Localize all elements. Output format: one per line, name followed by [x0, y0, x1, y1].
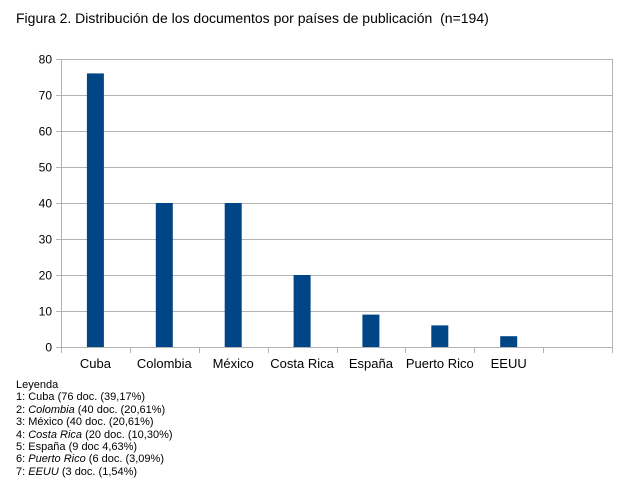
- y-tick-label: 10: [39, 305, 53, 319]
- legend-item-number: 4:: [16, 428, 29, 441]
- y-tick-label: 0: [45, 341, 52, 355]
- bar: [431, 325, 449, 347]
- x-tick-label: Cuba: [80, 356, 112, 371]
- bar: [224, 203, 242, 347]
- legend-item-detail: (9 doc 4,63%): [65, 441, 138, 454]
- bar: [293, 275, 311, 347]
- bar-chart: 0 10 20 30 40 50 60 70 80 Cuba Colombia México Costa…: [39, 53, 613, 371]
- legend-item-detail: (6 doc. (3,09%): [85, 453, 164, 466]
- legend-item: 1: Cuba (76 doc. (39,17%): [16, 391, 173, 403]
- legend-item-number: 1:: [16, 391, 29, 404]
- legend-item: 7: EEUU (3 doc. (1,54%): [16, 466, 173, 478]
- legend-item-detail: (40 doc. (20,61%): [63, 416, 154, 429]
- legend-item: 2: Colombia (40 doc. (20,61%): [16, 404, 173, 416]
- y-tick-label: 30: [39, 233, 53, 247]
- chart-title: Figura 2. Distribución de los documentos…: [16, 10, 489, 26]
- x-tick-label: Puerto Rico: [406, 356, 474, 371]
- y-tick-label: 70: [39, 89, 53, 103]
- y-tick-label: 50: [39, 161, 53, 175]
- legend-item-country: España: [28, 441, 66, 454]
- legend-item-country: México: [28, 416, 64, 429]
- x-tick-label: Costa Rica: [270, 356, 334, 371]
- x-tick-label: Colombia: [137, 356, 193, 371]
- y-tick-label: 40: [39, 197, 53, 211]
- x-tick-label: España: [349, 356, 394, 371]
- legend-item-number: 6:: [16, 453, 29, 466]
- legend-item-number: 7:: [16, 465, 29, 478]
- legend-item-detail: (3 doc. (1,54%): [58, 465, 138, 478]
- legend-item-country: Puerto Rico: [28, 453, 86, 466]
- legend-item: 4: Costa Rica (20 doc. (10,30%): [16, 429, 173, 441]
- legend-heading: Leyenda: [16, 379, 59, 391]
- legend-item-number: 2:: [16, 403, 29, 416]
- x-tick-label: México: [213, 356, 254, 371]
- bar: [155, 203, 173, 347]
- legend-item-number: 5:: [16, 441, 29, 454]
- legend-item: 5: España (9 doc 4,63%): [16, 441, 173, 453]
- legend-item-country: Costa Rica: [28, 428, 83, 441]
- legend-item-detail: (76 doc. (39,17%): [54, 391, 146, 404]
- legend-item-detail: (20 doc. (10,30%): [82, 428, 173, 441]
- y-tick-label: 60: [39, 125, 53, 139]
- legend-item-country: Cuba: [28, 391, 55, 404]
- bar: [86, 73, 104, 348]
- y-tick-label: 20: [39, 269, 53, 283]
- x-tick-label: EEUU: [491, 356, 527, 371]
- legend-items: 1: Cuba (76 doc. (39,17%) 2: Colombia (40…: [16, 391, 173, 478]
- legend-item: 6: Puerto Rico (6 doc. (3,09%): [16, 453, 173, 465]
- legend-item-country: EEUU: [28, 465, 59, 478]
- legend-item: 3: México (40 doc. (20,61%): [16, 416, 173, 428]
- legend-item-number: 3:: [16, 416, 29, 429]
- bar: [362, 314, 380, 347]
- y-tick-label: 80: [39, 53, 53, 67]
- legend-item-detail: (40 doc. (20,61%): [74, 403, 166, 416]
- bar: [500, 336, 518, 347]
- legend: Leyenda 1: Cuba (76 doc. (39,17%) 2: Colo…: [16, 379, 173, 478]
- legend-item-country: Colombia: [28, 403, 75, 416]
